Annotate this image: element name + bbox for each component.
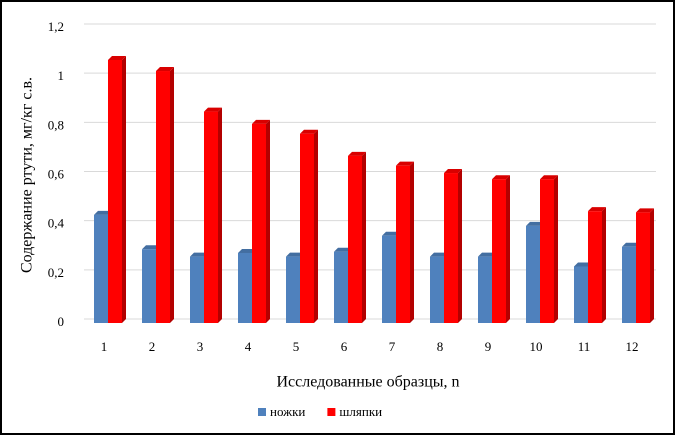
- bar: [478, 256, 492, 323]
- bar-top: [396, 161, 414, 166]
- bar: [540, 179, 554, 323]
- y-tick-label: 1,2: [48, 19, 64, 34]
- legend-label: ножки: [270, 404, 305, 419]
- x-tick-label: 12: [626, 339, 639, 354]
- bar-side: [314, 129, 318, 323]
- legend-label: шляпки: [339, 404, 382, 419]
- legend-swatch: [327, 408, 336, 416]
- bar-side: [410, 161, 414, 323]
- bar-top: [382, 231, 400, 236]
- bar-top: [492, 175, 510, 180]
- y-tick-label: 1: [58, 68, 65, 83]
- bar: [444, 173, 458, 323]
- bar-side: [218, 107, 222, 323]
- legend-swatch: [258, 408, 266, 416]
- y-tick-label: 0: [58, 314, 65, 329]
- bar-top: [94, 210, 112, 215]
- x-tick-label: 8: [437, 339, 444, 354]
- y-axis-title: Содержание ртути, мг/кг с.в.: [19, 77, 36, 273]
- bar-top: [430, 252, 448, 257]
- bar-top: [156, 67, 174, 72]
- bar: [252, 123, 266, 323]
- bar-side: [650, 208, 654, 323]
- bar-side: [458, 169, 462, 323]
- x-tick-label: 3: [197, 339, 204, 354]
- x-axis-title: Исследованные образцы, n: [276, 374, 459, 391]
- bar: [622, 246, 636, 323]
- x-tick-label: 1: [101, 339, 108, 354]
- x-tick-label: 2: [149, 339, 156, 354]
- bar-top: [252, 119, 270, 124]
- bar-side: [602, 207, 606, 323]
- bar: [574, 266, 588, 323]
- bar-top: [588, 207, 606, 212]
- bar: [142, 249, 156, 323]
- bar: [382, 235, 396, 323]
- bar: [636, 212, 650, 323]
- bar-side: [122, 55, 126, 323]
- bar-side: [554, 175, 558, 323]
- bar: [300, 133, 314, 323]
- bar-top: [108, 55, 126, 60]
- bar-side: [266, 119, 270, 323]
- x-tick-label: 7: [389, 339, 396, 354]
- bar: [238, 252, 252, 323]
- x-tick-label: 10: [530, 339, 543, 354]
- bar-top: [286, 252, 304, 257]
- y-tick-label: 0,4: [48, 216, 65, 231]
- bar-top: [622, 242, 640, 247]
- bar-top: [540, 175, 558, 180]
- x-tick-label: 4: [245, 339, 252, 354]
- bar-top: [238, 248, 256, 253]
- bar-top: [478, 252, 496, 257]
- bar-top: [300, 129, 318, 134]
- bar: [526, 225, 540, 323]
- bar-side: [362, 151, 366, 323]
- y-tick-label: 0,2: [48, 265, 64, 280]
- bar: [492, 179, 506, 323]
- bar: [588, 211, 602, 323]
- bar: [204, 111, 218, 323]
- bar: [94, 214, 108, 323]
- bar: [286, 256, 300, 323]
- x-tick-label: 9: [485, 339, 492, 354]
- bar-top: [334, 247, 352, 252]
- bar: [156, 71, 170, 323]
- x-tick-label: 6: [341, 339, 348, 354]
- bar-top: [190, 252, 208, 257]
- y-tick-label: 0,6: [48, 166, 65, 181]
- x-tick-label: 11: [578, 339, 591, 354]
- bar-top: [444, 169, 462, 174]
- bar-side: [506, 175, 510, 323]
- bar: [430, 256, 444, 323]
- bar-top: [574, 262, 592, 267]
- bar-side: [170, 67, 174, 323]
- bar: [334, 251, 348, 323]
- bar-top: [348, 151, 366, 156]
- bar-top: [526, 221, 544, 226]
- bar-top: [142, 245, 160, 250]
- bar: [108, 59, 122, 323]
- x-tick-label: 5: [293, 339, 300, 354]
- y-tick-label: 0,8: [48, 117, 64, 132]
- bar: [396, 165, 410, 323]
- bar-top: [636, 208, 654, 213]
- bar: [348, 155, 362, 323]
- bar-top: [204, 107, 222, 112]
- bar: [190, 256, 204, 323]
